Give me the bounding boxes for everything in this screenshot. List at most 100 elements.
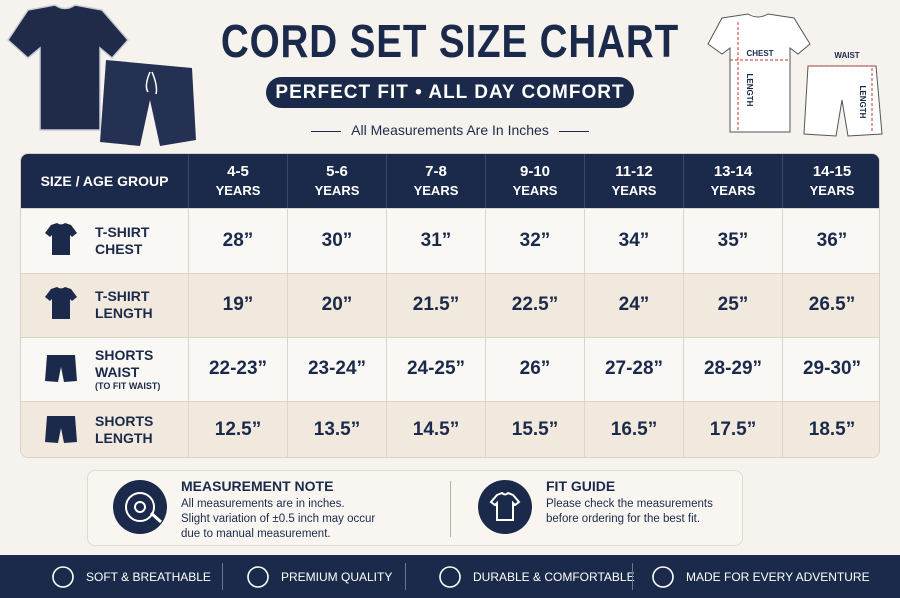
diagram-label: WAIST bbox=[834, 51, 859, 60]
row-label: SHORTS WAIST (TO FIT WAIST) bbox=[21, 337, 188, 401]
size-value: 27-28” bbox=[584, 337, 683, 401]
icon bbox=[45, 415, 77, 443]
feature-icon bbox=[245, 564, 271, 590]
row-label-line: SHORTS bbox=[95, 346, 154, 363]
column-header-line: 4-5 bbox=[227, 163, 249, 180]
column-header-line: YEARS bbox=[809, 183, 855, 198]
column-header-line: 7-8 bbox=[425, 163, 447, 180]
column-header-line: YEARS bbox=[413, 183, 459, 198]
divider bbox=[405, 563, 406, 590]
row-label-note: (TO FIT WAIST) bbox=[95, 380, 161, 391]
icon bbox=[45, 355, 77, 382]
note-line: due to manual measurement. bbox=[181, 528, 331, 540]
title: CORD SET SIZE CHART bbox=[220, 15, 680, 67]
icon bbox=[652, 565, 674, 588]
size-value: 28” bbox=[188, 208, 287, 273]
row-bg bbox=[21, 401, 879, 457]
measure-diagram: CHEST LENGTH WAIST LENGTH bbox=[707, 13, 883, 137]
size-value: 29-30” bbox=[782, 337, 879, 401]
product-photo bbox=[7, 4, 196, 146]
feature-label: MADE FOR EVERY ADVENTURE bbox=[686, 569, 870, 584]
column-header-line: YEARS bbox=[215, 183, 261, 198]
size-value: 20” bbox=[287, 273, 386, 337]
row-label: T-SHIRT LENGTH bbox=[21, 273, 188, 337]
size-value: 23-24” bbox=[287, 337, 386, 401]
column-header-line: 11-12 bbox=[615, 163, 653, 180]
size-value: 16.5” bbox=[584, 401, 683, 457]
row-bg bbox=[21, 208, 879, 273]
size-value: 35” bbox=[683, 208, 782, 273]
note-title: MEASUREMENT NOTE bbox=[181, 478, 334, 494]
size-value: 17.5” bbox=[683, 401, 782, 457]
feature-icon bbox=[650, 564, 676, 590]
row-bg bbox=[21, 337, 879, 401]
column-header: 14-15 YEARS bbox=[782, 154, 879, 208]
column-header-line: 9-10 bbox=[519, 163, 551, 180]
column-header-line: YEARS bbox=[512, 183, 558, 198]
size-value: 25” bbox=[683, 273, 782, 337]
feature: DURABLE & COMFORTABLE bbox=[437, 555, 635, 598]
row-bg bbox=[21, 273, 879, 337]
column-header: 9-10 YEARS bbox=[485, 154, 584, 208]
size-value: 21.5” bbox=[386, 273, 485, 337]
feature: PREMIUM QUALITY bbox=[245, 555, 392, 598]
divider bbox=[450, 481, 451, 537]
column-header-line: YEARS bbox=[611, 183, 657, 198]
row-icon bbox=[41, 410, 81, 450]
column-header: 4-5 YEARS bbox=[188, 154, 287, 208]
size-value: 24-25” bbox=[386, 337, 485, 401]
feature-label: DURABLE & COMFORTABLE bbox=[473, 569, 635, 584]
corner-header: SIZE / AGE GROUP bbox=[40, 172, 169, 189]
size-value: 18.5” bbox=[782, 401, 879, 457]
subtitle: PERFECT FIT • ALL DAY COMFORT bbox=[266, 77, 634, 108]
divider bbox=[632, 563, 633, 590]
icon bbox=[478, 480, 532, 534]
column-header-line: 14-15 bbox=[812, 163, 852, 180]
feature: SOFT & BREATHABLE bbox=[50, 555, 211, 598]
size-value: 28-29” bbox=[683, 337, 782, 401]
row-label: T-SHIRT CHEST bbox=[21, 208, 188, 273]
size-value: 24” bbox=[584, 273, 683, 337]
divider bbox=[222, 563, 223, 590]
size-value: 30” bbox=[287, 208, 386, 273]
icon bbox=[439, 565, 461, 588]
size-value: 14.5” bbox=[386, 401, 485, 457]
size-value: 26.5” bbox=[782, 273, 879, 337]
notes-box: MEASUREMENT NOTE All measurements are in … bbox=[87, 470, 743, 546]
note-icon bbox=[113, 480, 167, 534]
size-value: 36” bbox=[782, 208, 879, 273]
note-icon bbox=[478, 480, 532, 534]
size-value: 26” bbox=[485, 337, 584, 401]
icon bbox=[45, 222, 77, 255]
row-label-line: LENGTH bbox=[95, 305, 153, 321]
note-line: Slight variation of ±0.5 inch may occur bbox=[181, 513, 376, 525]
row-label-line: CHEST bbox=[95, 240, 143, 257]
note: MEASUREMENT NOTE All measurements are in … bbox=[181, 478, 411, 542]
column-header: 11-12 YEARS bbox=[584, 154, 683, 208]
row-icon bbox=[41, 285, 81, 325]
row-label-line: WAIST bbox=[95, 363, 140, 380]
column-header-line: YEARS bbox=[314, 183, 360, 198]
icon bbox=[52, 565, 74, 588]
size-value: 22-23” bbox=[188, 337, 287, 401]
note-line: before ordering for the best fit. bbox=[546, 513, 701, 525]
column-header: 7-8 YEARS bbox=[386, 154, 485, 208]
size-value: 31” bbox=[386, 208, 485, 273]
column-header: 13-14 YEARS bbox=[683, 154, 782, 208]
feature-label: PREMIUM QUALITY bbox=[281, 569, 393, 584]
units-note: All Measurements Are In Inches bbox=[300, 122, 600, 138]
row-label-line: SHORTS bbox=[95, 412, 154, 429]
feature-icon bbox=[50, 564, 76, 590]
column-header-line: 13-14 bbox=[713, 163, 753, 180]
size-value: 12.5” bbox=[188, 401, 287, 457]
feature-label: SOFT & BREATHABLE bbox=[86, 569, 211, 584]
diagram-label: LENGTH bbox=[745, 74, 754, 107]
icon bbox=[113, 480, 167, 534]
diagram-label: CHEST bbox=[746, 49, 773, 58]
footer: SOFT & BREATHABLE PREMIUM QUALITY DURABLE … bbox=[0, 555, 900, 598]
size-value: 32” bbox=[485, 208, 584, 273]
header-bg bbox=[21, 154, 879, 208]
row-label: SHORTS LENGTH bbox=[21, 401, 188, 457]
size-value: 34” bbox=[584, 208, 683, 273]
